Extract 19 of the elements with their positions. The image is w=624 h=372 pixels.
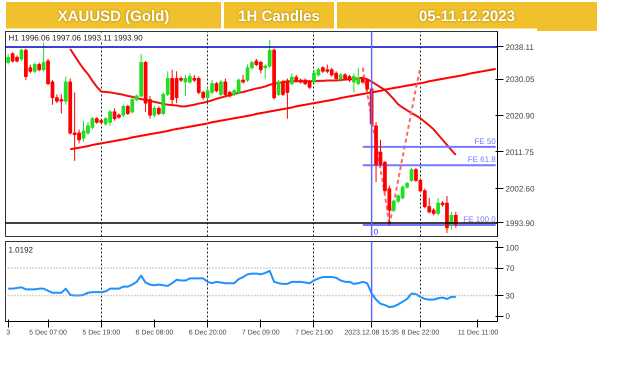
y-tick-label: 30 [506,292,515,301]
ref-line-label: 2038.11 [506,42,534,52]
annotation: 1.0192 [8,246,34,254]
y-tick-label: 2011.75 [506,148,534,157]
y-tick-label: 2002.60 [506,184,535,194]
annotation: H1 1996.06 1997.06 1993.11 1993.90 [8,34,144,42]
y-tick-label: 2020.90 [506,111,535,120]
y-tick-label: 70 [506,264,515,274]
series-label: FE 100.0 [463,214,496,224]
chart-title: XAUUSD (Gold) [6,2,221,32]
y-tick-label: 0 [506,312,510,322]
chart-subtitle: 1H Candles [224,2,334,32]
text: 05-11.12.2023 [337,2,597,32]
y-tick-label: 2030.05 [506,75,535,84]
y-tick-label: 100 [506,244,520,253]
series-label: FE 61.8 [468,155,496,164]
series-label: FE 50 [474,136,496,146]
ref-line-label: 1993.90 [506,218,535,228]
annotation: 0 [374,228,379,237]
